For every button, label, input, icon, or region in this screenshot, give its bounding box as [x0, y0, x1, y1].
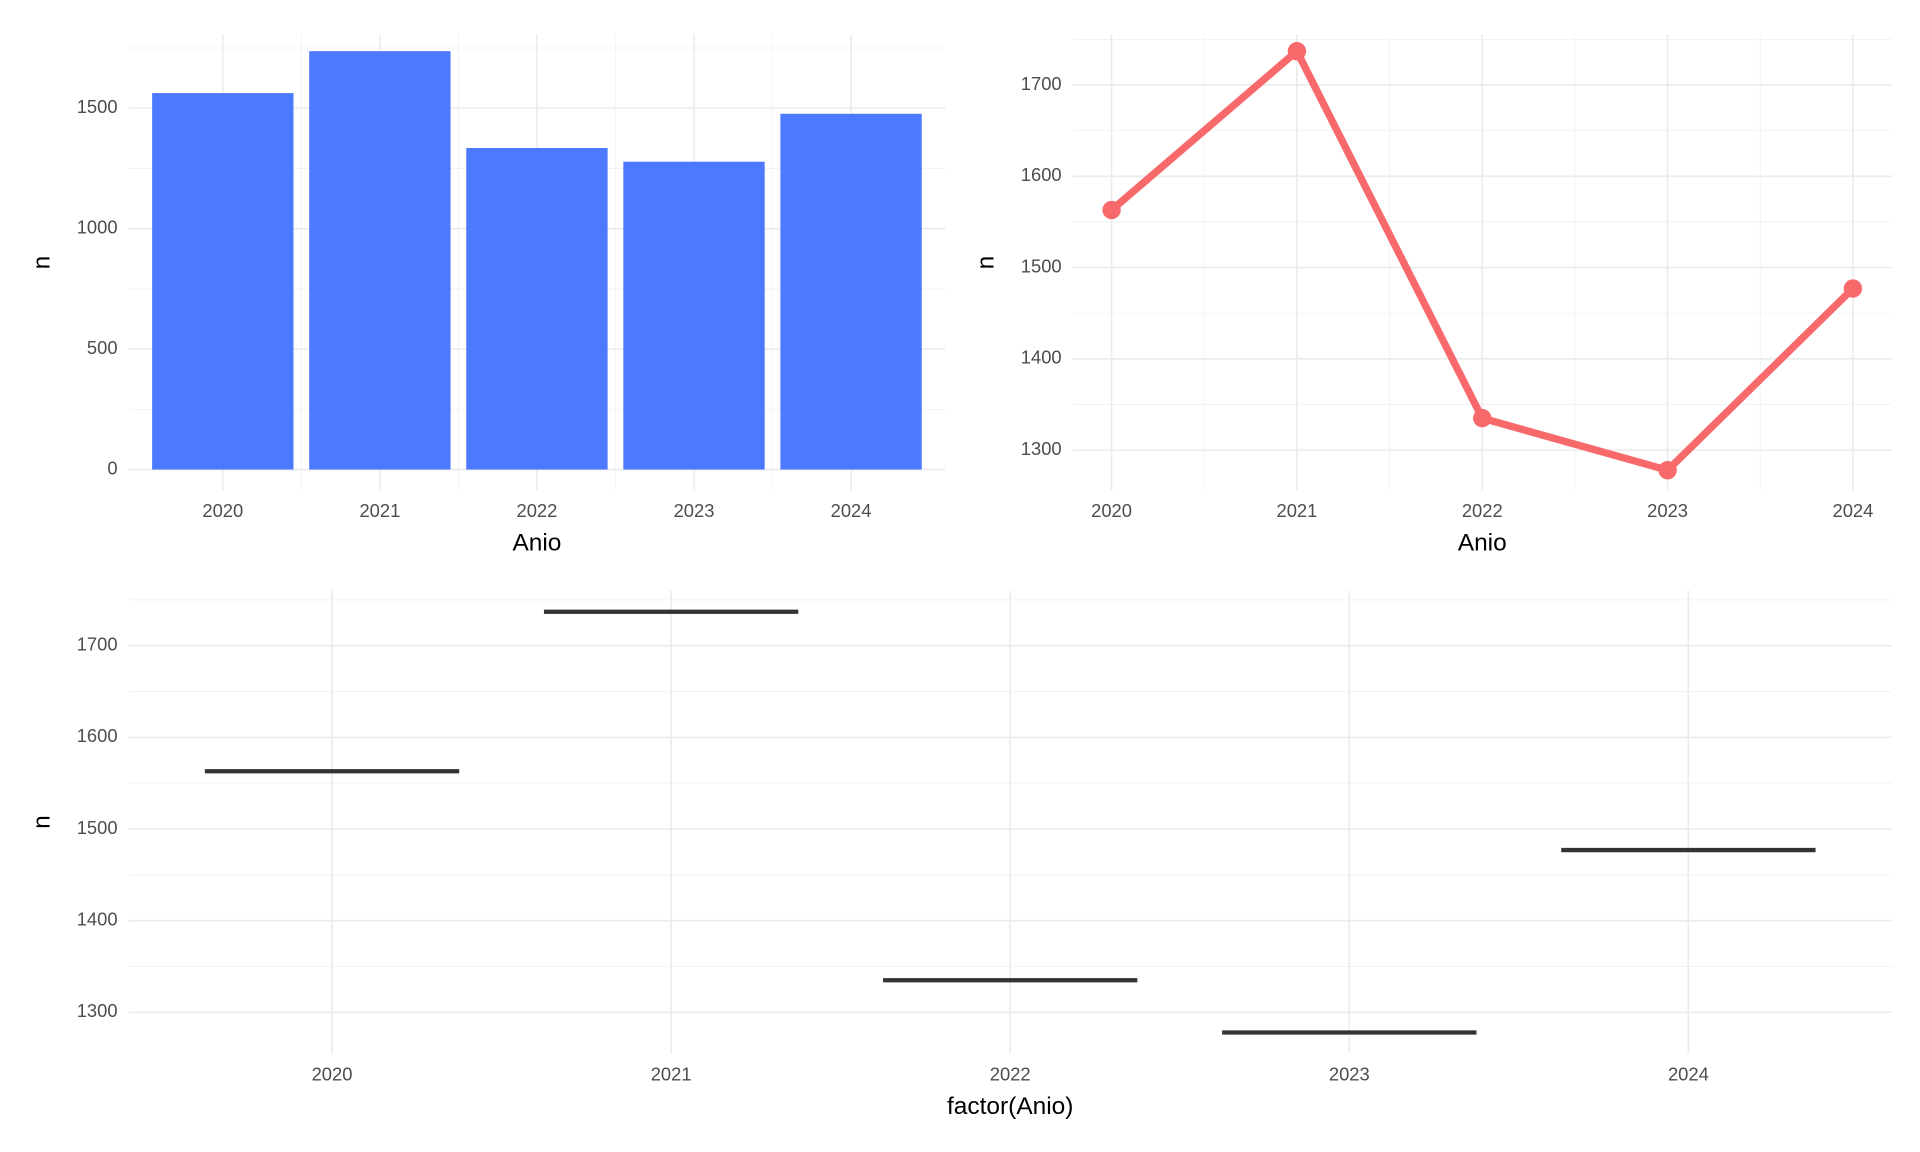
bar: [466, 147, 608, 470]
y-tick-label: 500: [87, 337, 118, 358]
point: [1843, 279, 1863, 298]
y-tick-label: 1300: [77, 1000, 118, 1021]
point: [1102, 200, 1121, 220]
bar: [152, 93, 294, 470]
x-tick-label: 2022: [990, 1063, 1031, 1084]
x-tick-label: 2021: [1276, 500, 1317, 521]
point: [1658, 461, 1677, 480]
y-tick-label: 0: [107, 457, 117, 478]
bar: [780, 113, 922, 470]
bar: [309, 51, 451, 470]
y-tick-label: 1500: [77, 96, 118, 117]
x-tick-label: 2024: [831, 500, 872, 521]
y-tick-label: 1600: [77, 725, 118, 746]
x-tick-label: 2022: [1462, 500, 1503, 521]
x-tick-label: 2023: [674, 500, 715, 521]
point: [1287, 42, 1307, 61]
x-tick-label: 2022: [517, 500, 558, 521]
y-tick-label: 1600: [1021, 164, 1062, 185]
x-tick-label: 2021: [359, 500, 400, 521]
x-tick-label: 2023: [1647, 500, 1688, 521]
y-axis-title: n: [28, 815, 55, 829]
y-tick-label: 1500: [77, 817, 118, 838]
y-tick-label: 1400: [77, 908, 118, 929]
x-tick-label: 2023: [1329, 1063, 1370, 1084]
y-tick-label: 1000: [77, 217, 118, 238]
x-axis-title: Anio: [512, 530, 561, 557]
x-tick-label: 2020: [202, 500, 243, 521]
y-tick-label: 1700: [1021, 73, 1062, 94]
y-axis-title: n: [28, 256, 55, 270]
y-tick-label: 1500: [1021, 255, 1062, 276]
y-tick-label: 1400: [1021, 347, 1062, 368]
x-tick-label: 2021: [651, 1063, 692, 1084]
x-tick-label: 2024: [1832, 500, 1873, 521]
x-tick-label: 2020: [1091, 500, 1132, 521]
x-axis-title: factor(Anio): [947, 1093, 1073, 1120]
y-tick-label: 1300: [1021, 438, 1062, 459]
x-tick-label: 2024: [1668, 1063, 1709, 1084]
y-axis-title: n: [972, 256, 999, 270]
y-tick-label: 1700: [77, 634, 118, 655]
x-axis-title: Anio: [1458, 530, 1507, 557]
point: [1473, 408, 1492, 428]
bar: [623, 161, 765, 470]
x-tick-label: 2020: [312, 1063, 353, 1084]
